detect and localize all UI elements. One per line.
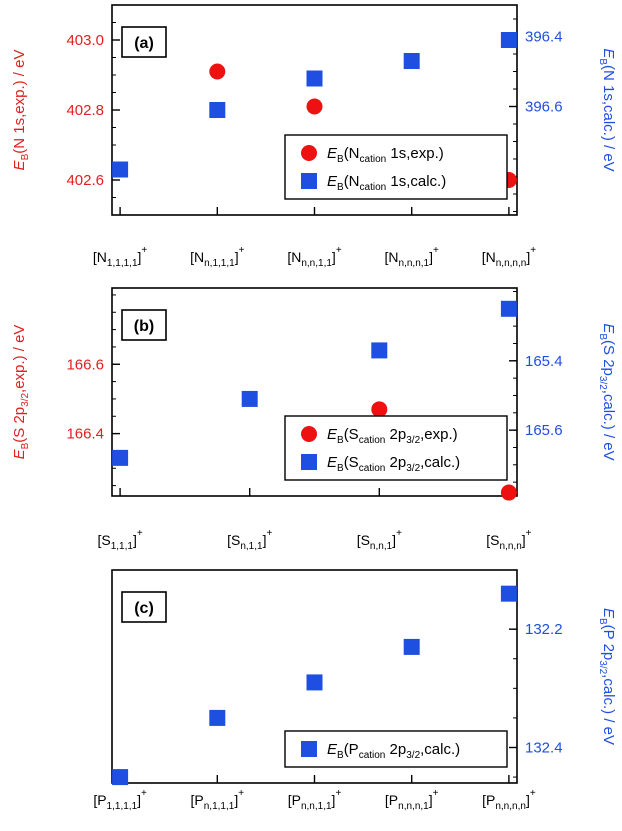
category-label: [Pn,1,1,1]+ [191,788,245,812]
category-label: [N1,1,1,1]+ [93,245,147,269]
legend-entry: EB(Ncation 1s,exp.) [327,145,444,165]
data-point-calc [403,53,420,69]
legend-marker-circle [301,426,317,442]
data-point-calc [209,102,226,118]
data-point-calc [500,585,517,602]
data-point-calc [306,70,323,87]
legend: EB(Scation 2p3/2,exp.) EB(Scation 2p3/2,c… [284,415,508,481]
category-label: [Sn,1,1]+ [227,528,272,552]
legend-box [284,134,508,200]
legend-box [284,415,508,481]
legend-marker-square [301,741,317,757]
plot-frame [111,287,518,497]
data-point-calc [112,769,129,786]
legend-marker-square [301,454,317,470]
category-label: [Pn,n,1,1]+ [288,788,342,812]
left-tick-label: 166.4 [66,426,104,443]
right-tick-label: 132.4 [525,740,563,757]
left-tick-label: 403.0 [66,32,104,49]
right-tick-label: 396.4 [525,29,563,46]
right-tick-label: 165.6 [525,422,563,439]
category-label: [Sn,n,n]+ [486,528,531,552]
left-axis-title: EB(S 2p3/2,exp.) / eV [11,325,31,460]
right-tick-label: 396.6 [525,99,563,116]
panel-label-text: (b) [134,318,154,335]
panel-label-box [121,591,167,623]
left-axis-title: EB(N 1s,exp.) / eV [11,50,31,171]
data-point-exp [209,63,226,80]
data-point-calc [403,638,420,655]
legend: EB(Ncation 1s,exp.) EB(Ncation 1s,calc.) [284,134,508,200]
data-point-exp [306,98,323,115]
panel-b: 166.4 166.6 EB(S 2p3/2,exp.) / eV 165.4 165.… [11,287,617,552]
category-label: [Pn,n,n,1]+ [385,788,439,812]
panel-label: (a) [121,26,167,58]
panel-label-text: (a) [134,35,154,52]
legend-marker-square [301,173,317,189]
data-point-exp [371,401,388,418]
category-label: [Nn,1,1,1]+ [190,245,244,269]
category-label: [Nn,n,n,n]+ [482,245,536,269]
right-axis-title: EB(S 2p3/2,calc.) / eV [597,323,617,460]
data-point-calc [306,674,323,691]
panel-a: 402.6 402.8 403.0 EB(N 1s,exp.) / eV 396.4 39… [11,4,617,269]
legend-marker-circle [301,145,317,161]
legend: EB(Pcation 2p3/2,calc.) [284,730,508,768]
left-tick-label: 166.6 [66,356,104,373]
category-label: [P1,1,1,1]+ [93,788,147,812]
panel-label-text: (c) [134,600,154,617]
legend-entry: EB(Ncation 1s,calc.) [327,173,446,193]
category-label: [Nn,n,1,1]+ [287,245,341,269]
panel-label: (b) [121,309,167,341]
legend-entry: EB(Scation 2p3/2,exp.) [327,426,458,446]
left-tick-label: 402.8 [66,102,104,119]
legend-entry: EB(Pcation 2p3/2,calc.) [327,741,460,761]
data-point-calc [500,32,517,48]
panel-c: 132.2 132.4 EB(P 2p3/2,calc.) / eV [P1,1,1,… [93,569,617,812]
category-label: [S1,1,1]+ [97,528,142,552]
right-tick-label: 132.2 [525,621,563,638]
data-point-calc [209,709,226,726]
left-tick-label: 402.6 [66,172,104,189]
category-label: [Sn,n,1]+ [357,528,402,552]
data-point-exp [500,484,517,501]
data-point-calc [112,161,129,178]
panel-label: (c) [121,591,167,623]
data-point-calc [241,390,258,407]
data-point-calc [371,342,388,359]
data-point-calc [500,300,517,317]
right-tick-label: 165.4 [525,353,563,370]
data-point-calc [112,449,129,466]
legend-box [284,730,508,768]
right-axis-title: EB(P 2p3/2,calc.) / eV [597,608,617,745]
legend-entry: EB(Scation 2p3/2,calc.) [327,454,460,474]
category-label: [Nn,n,n,1]+ [385,245,439,269]
right-axis-title: EB(N 1s,calc.) / eV [597,48,617,171]
category-label: [Pn,n,n,n]+ [482,788,536,812]
panel-label-box [121,26,167,58]
panel-label-box [121,309,167,341]
